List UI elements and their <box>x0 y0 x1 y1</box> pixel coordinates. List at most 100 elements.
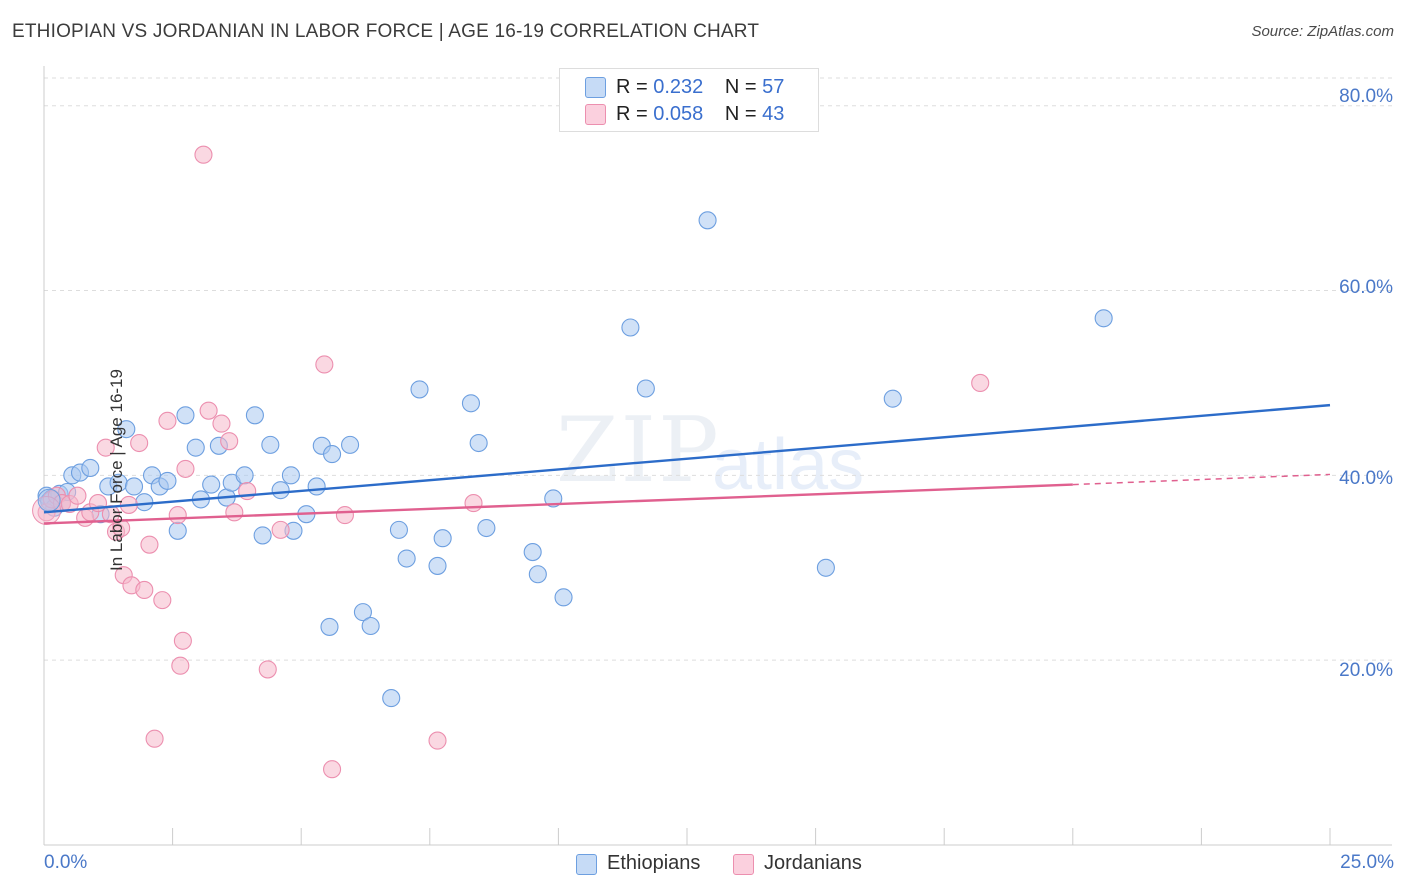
jordanians-point <box>271 520 290 539</box>
jordanians-trend-line-extension <box>1072 473 1331 486</box>
ethiopians-point <box>461 394 481 413</box>
ethiopians-point <box>202 475 221 494</box>
jordanians-point <box>335 506 354 525</box>
ethiopians-point <box>477 518 496 538</box>
jordanians-point <box>220 432 239 451</box>
ethiopians-point <box>253 526 272 545</box>
watermark-atlas: atlas <box>712 425 865 505</box>
jordanians-point <box>68 486 87 505</box>
ethiopians-point <box>320 617 339 636</box>
ethiopians-point <box>168 521 187 540</box>
y-tick-label-80: 80.0% <box>1339 86 1393 107</box>
legend-row-jordanians: R = 0.058 N = 43 <box>585 103 785 126</box>
ethiopians-point <box>523 543 542 562</box>
legend-n-value: 43 <box>762 103 785 125</box>
ethiopians-point <box>469 433 488 453</box>
ethiopians-point <box>353 603 372 622</box>
ethiopians-point <box>158 471 177 490</box>
ethiopians-point <box>37 488 61 512</box>
ethiopians-point <box>135 493 154 512</box>
y-tick-label-60: 60.0% <box>1339 277 1393 298</box>
legend-row-ethiopians: R = 0.232 N = 57 <box>585 76 785 99</box>
jordanians-point <box>153 591 172 610</box>
ethiopians-point <box>883 389 902 408</box>
ethiopians-point <box>1094 309 1113 328</box>
bottom-legend-ethiopians: Ethiopians <box>576 852 700 875</box>
ethiopians-point <box>544 489 563 508</box>
ethiopians-point <box>433 529 452 548</box>
ethiopians-point <box>397 549 416 568</box>
ethiopians-point <box>235 466 254 485</box>
ethiopians-trend-line <box>43 403 1331 514</box>
legend-r-value: 0.232 <box>653 76 704 98</box>
jordanians-point <box>130 433 149 453</box>
bottom-legend-swatch-ethiopians <box>576 854 597 875</box>
ethiopians-point <box>281 466 300 485</box>
jordanians-point <box>194 145 213 164</box>
ethiopians-point <box>341 435 360 454</box>
ethiopians-point <box>186 438 205 457</box>
ethiopians-point <box>528 565 547 584</box>
legend-n-label: N = <box>724 76 763 98</box>
jordanians-point <box>176 459 195 478</box>
jordanians-trend-line <box>43 483 1073 525</box>
jordanians-point <box>971 373 990 393</box>
bottom-legend-swatch-jordanians <box>733 854 754 875</box>
jordanians-point <box>225 503 244 522</box>
bottom-legend-label-jordanians: Jordanians <box>764 852 862 874</box>
ethiopians-point <box>636 379 655 398</box>
jordanians-point <box>258 660 277 679</box>
ethiopians-point <box>554 588 573 607</box>
jordanians-point <box>140 535 159 554</box>
y-tick-label-20: 20.0% <box>1339 660 1393 681</box>
jordanians-point <box>212 414 231 433</box>
jordanians-point <box>135 580 154 599</box>
ethiopians-point <box>117 420 136 439</box>
ethiopians-point <box>428 556 447 575</box>
jordanians-point <box>158 411 177 430</box>
legend-swatch-jordanians <box>585 104 606 125</box>
ethiopians-point <box>621 318 640 337</box>
y-axis-label: In Labor Force | Age 16-19 <box>106 369 126 571</box>
ethiopians-point <box>245 406 264 425</box>
y-tick-label-40: 40.0% <box>1339 468 1393 489</box>
jordanians-point <box>173 631 192 650</box>
legend-n-value: 57 <box>762 76 785 98</box>
legend-r-label: R = <box>616 103 654 125</box>
jordanians-point <box>171 656 190 675</box>
jordanians-point <box>323 760 342 779</box>
ethiopians-point <box>124 477 144 496</box>
jordanians-point <box>96 438 115 457</box>
ethiopians-point <box>382 689 401 708</box>
ethiopians-point <box>389 520 408 539</box>
ethiopians-point <box>176 406 195 425</box>
jordanians-point <box>428 731 447 750</box>
jordanians-point <box>168 506 187 525</box>
legend-r-label: R = <box>616 76 654 98</box>
ethiopians-point <box>271 481 290 500</box>
bottom-legend-label-ethiopians: Ethiopians <box>607 852 701 874</box>
chart-title: ETHIOPIAN VS JORDANIAN IN LABOR FORCE | … <box>12 21 760 42</box>
ethiopians-point <box>323 445 342 464</box>
ethiopians-point <box>698 211 717 230</box>
ethiopians-point <box>81 458 100 478</box>
source-label: Source: ZipAtlas.com <box>1251 23 1394 40</box>
legend-r-value: 0.058 <box>653 103 704 125</box>
x-tick-label-min: 0.0% <box>44 852 88 873</box>
x-tick-label-max: 25.0% <box>1340 852 1394 873</box>
legend-n-label: N = <box>724 103 763 125</box>
jordanians-point <box>199 401 218 420</box>
ethiopians-point <box>361 616 380 636</box>
bottom-legend-jordanians: Jordanians <box>733 852 862 875</box>
jordanians-point <box>315 355 334 374</box>
jordanians-point <box>145 729 164 748</box>
correlation-legend: R = 0.232 N = 57 R = 0.058 N = 43 <box>559 68 819 132</box>
legend-swatch-ethiopians <box>585 77 606 98</box>
ethiopians-point <box>816 558 835 577</box>
ethiopians-point <box>307 477 326 496</box>
ethiopians-point <box>410 380 429 399</box>
jordanians-point <box>464 494 483 513</box>
ethiopians-point <box>261 435 280 454</box>
watermark-zip: ZIP <box>556 398 721 503</box>
